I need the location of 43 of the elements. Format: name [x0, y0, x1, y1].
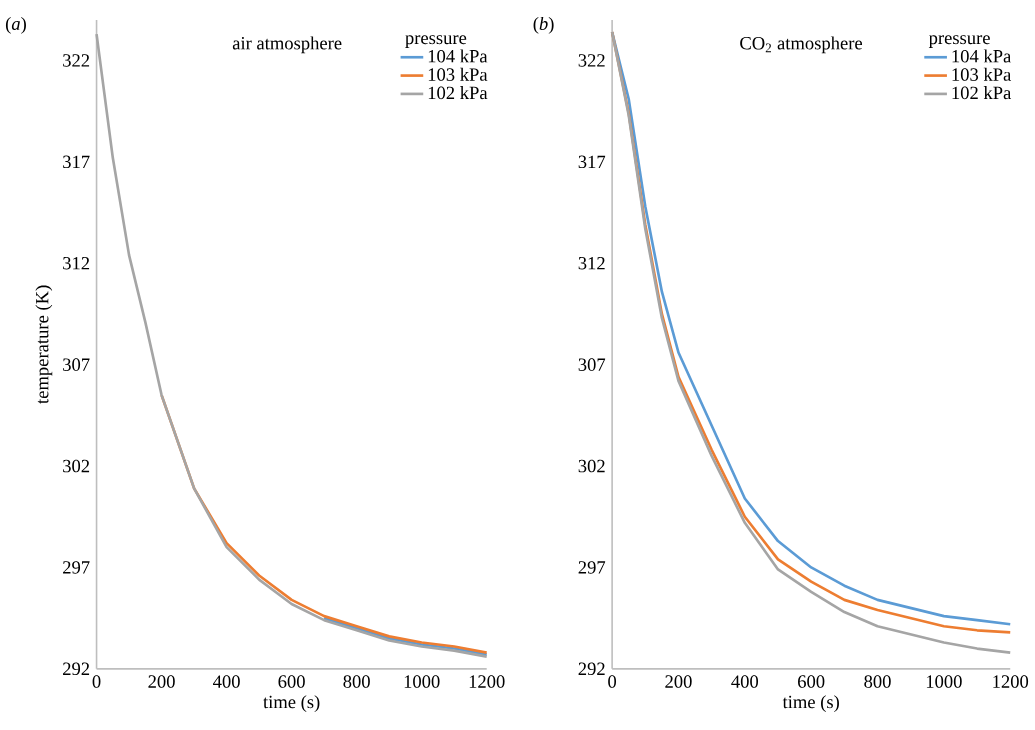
x-tick-label: 0 — [92, 675, 101, 689]
x-tick-label: 0 — [608, 675, 617, 689]
y-tick-label: 322 — [63, 54, 90, 67]
legend-label: 103 kPa — [952, 67, 1012, 82]
x-tick-label: 1200 — [469, 675, 505, 689]
x-tick-label: 600 — [278, 675, 305, 689]
annotation: air atmosphere — [232, 36, 342, 54]
y-tick-label: 312 — [578, 257, 605, 270]
y-tick-label: 322 — [578, 54, 605, 67]
y-tick-label: 297 — [63, 561, 90, 574]
x-tick-label: 400 — [731, 675, 759, 689]
y-tick-label: 292 — [63, 662, 90, 676]
y-tick-label: 307 — [63, 358, 90, 372]
legend-label: 104 kPa — [428, 49, 488, 63]
y-tick-label: 292 — [578, 662, 605, 676]
y-tick-label: 312 — [63, 257, 90, 270]
x-tick-label: 800 — [343, 675, 370, 689]
x-tick-label: 800 — [864, 675, 891, 689]
y-tick-label: 302 — [63, 459, 90, 473]
chart-title: (b) — [533, 17, 554, 34]
y-axis-title: temperature (K) — [35, 285, 53, 404]
chart-title: (a) — [5, 17, 26, 34]
y-tick-label: 317 — [63, 155, 90, 169]
legend-label: 102 kPa — [952, 86, 1012, 100]
legend-label: 104 kPa — [952, 49, 1012, 63]
legend-label: 103 kPa — [428, 67, 488, 82]
legend-title: pressure — [405, 35, 467, 49]
y-tick-label: 307 — [578, 358, 606, 372]
x-tick-label: 200 — [665, 675, 692, 689]
legend-label: 102 kPa — [428, 86, 488, 100]
y-tick-label: 302 — [578, 459, 605, 473]
x-tick-label: 1000 — [926, 675, 962, 689]
x-tick-label: 600 — [798, 675, 825, 689]
legend-title: pressure — [928, 35, 990, 49]
y-tick-label: 297 — [578, 561, 606, 574]
x-axis-title: time (s) — [263, 695, 320, 713]
annotation: CO$_{2}$ atmosphere — [740, 36, 863, 54]
x-tick-label: 1200 — [993, 675, 1029, 689]
x-tick-label: 400 — [213, 675, 240, 689]
x-axis-title: time (s) — [782, 695, 839, 713]
x-tick-label: 200 — [148, 675, 175, 689]
y-tick-label: 317 — [578, 155, 606, 169]
x-tick-label: 1000 — [404, 675, 440, 689]
